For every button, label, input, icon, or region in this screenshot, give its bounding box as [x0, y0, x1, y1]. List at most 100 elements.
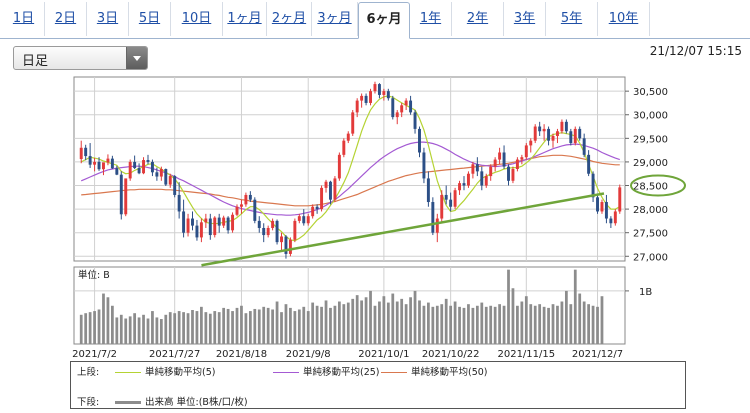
y-tick-label: 28,500	[633, 182, 668, 193]
ma5-line	[80, 95, 621, 242]
volume-bar	[551, 304, 555, 344]
y-tick-label: 30,000	[633, 111, 668, 122]
candle-body	[400, 105, 404, 113]
legend-ma5-line	[115, 372, 141, 373]
candle-body	[453, 190, 457, 207]
x-tick-label: 2021/7/2	[72, 349, 117, 360]
candle-body	[600, 202, 604, 212]
volume-bar	[235, 307, 239, 344]
candle-body	[150, 161, 154, 173]
volume-bar	[440, 304, 444, 344]
candle-body	[320, 187, 324, 210]
y-tick-label: 27,000	[633, 252, 668, 263]
candle-body	[582, 138, 586, 155]
chart-interval-select[interactable]: 日足	[13, 46, 148, 70]
volume-bar	[386, 302, 390, 344]
candle-body	[555, 131, 559, 136]
volume-bar	[516, 305, 519, 344]
volume-bar	[248, 311, 252, 344]
volume-bar	[177, 311, 181, 344]
volume-bar	[373, 305, 377, 344]
candle-body	[431, 202, 435, 233]
volume-bar	[547, 307, 550, 344]
volume-bar	[280, 312, 283, 344]
volume-bar	[213, 311, 217, 344]
x-tick-label: 2021/8/18	[216, 349, 267, 360]
candle-body	[529, 140, 533, 146]
y-tick-label: 27,500	[633, 229, 668, 240]
candle-body	[213, 217, 217, 236]
tab-4[interactable]: 5日	[129, 2, 171, 36]
x-tick-label: 2021/10/1	[358, 349, 409, 360]
candle-body	[360, 95, 364, 101]
candle-body	[275, 220, 279, 243]
tab-2[interactable]: 2日	[45, 2, 87, 36]
volume-bar	[164, 314, 168, 344]
volume-bar	[115, 317, 119, 344]
candle-body	[449, 199, 453, 207]
candle-body	[128, 161, 132, 179]
volume-bar	[391, 293, 395, 344]
candle-body	[484, 176, 488, 186]
candle-body	[355, 100, 359, 113]
candle-body	[79, 147, 83, 159]
candle-body	[418, 128, 421, 153]
volume-bar	[404, 304, 408, 344]
candle-body	[551, 135, 555, 141]
candle-body	[591, 173, 595, 198]
volume-bar	[369, 290, 372, 344]
tab-3[interactable]: 3日	[87, 2, 129, 36]
candle-body	[564, 121, 568, 132]
volume-bar	[524, 296, 528, 344]
candle-body	[297, 216, 301, 221]
volume-bar	[484, 306, 488, 344]
tab-12[interactable]: 3年	[504, 2, 546, 36]
volume-bar	[297, 309, 301, 344]
candle-body	[342, 140, 346, 155]
volume-bar	[333, 305, 337, 344]
candle-body	[493, 159, 497, 167]
candle-body	[480, 171, 484, 186]
volume-bar	[564, 290, 568, 344]
candle-body	[182, 211, 186, 233]
tab-1[interactable]: 1日	[3, 2, 45, 36]
tab-5[interactable]: 10日	[171, 2, 223, 36]
tab-10[interactable]: 1年	[410, 2, 452, 36]
volume-bar	[418, 300, 421, 344]
volume-bar	[422, 305, 426, 344]
candle-body	[302, 216, 306, 224]
volume-bar	[128, 316, 132, 344]
candle-body	[560, 121, 564, 132]
volume-bar	[355, 295, 359, 344]
y-tick-label: 29,500	[633, 134, 668, 145]
candle-body	[578, 128, 582, 139]
candle-body	[373, 84, 377, 92]
volume-bar	[231, 311, 234, 344]
chart-legend: 上段: 単純移動平均(5) 単純移動平均(25) 単純移動平均(50) 下段: …	[70, 361, 686, 409]
candle-body	[199, 222, 203, 238]
tab-6[interactable]: 1ヶ月	[223, 2, 267, 36]
volume-bar	[400, 298, 404, 344]
tab-13[interactable]: 5年	[546, 2, 598, 36]
tab-11[interactable]: 2年	[452, 2, 504, 36]
tab-14[interactable]: 10年	[598, 2, 650, 36]
volume-bar	[79, 314, 83, 344]
candle-body	[84, 147, 88, 157]
candle-body	[97, 161, 101, 170]
candle-body	[119, 174, 123, 215]
candle-body	[547, 128, 551, 141]
tab-9[interactable]: 6ヶ月	[358, 2, 410, 39]
volume-bar	[409, 297, 412, 344]
volume-bar	[293, 311, 297, 344]
candle-body	[217, 217, 221, 226]
tab-8[interactable]: 3ヶ月	[312, 2, 358, 36]
chevron-down-icon[interactable]	[126, 47, 147, 69]
candle-body	[262, 227, 266, 236]
tab-7[interactable]: 2ヶ月	[267, 2, 312, 36]
volume-bar	[431, 306, 435, 344]
volume-bar	[200, 306, 203, 344]
volume-bar	[378, 301, 381, 344]
volume-bar	[306, 311, 310, 344]
chart-datetime: 21/12/07 15:15	[649, 44, 742, 58]
candle-body	[466, 173, 470, 186]
